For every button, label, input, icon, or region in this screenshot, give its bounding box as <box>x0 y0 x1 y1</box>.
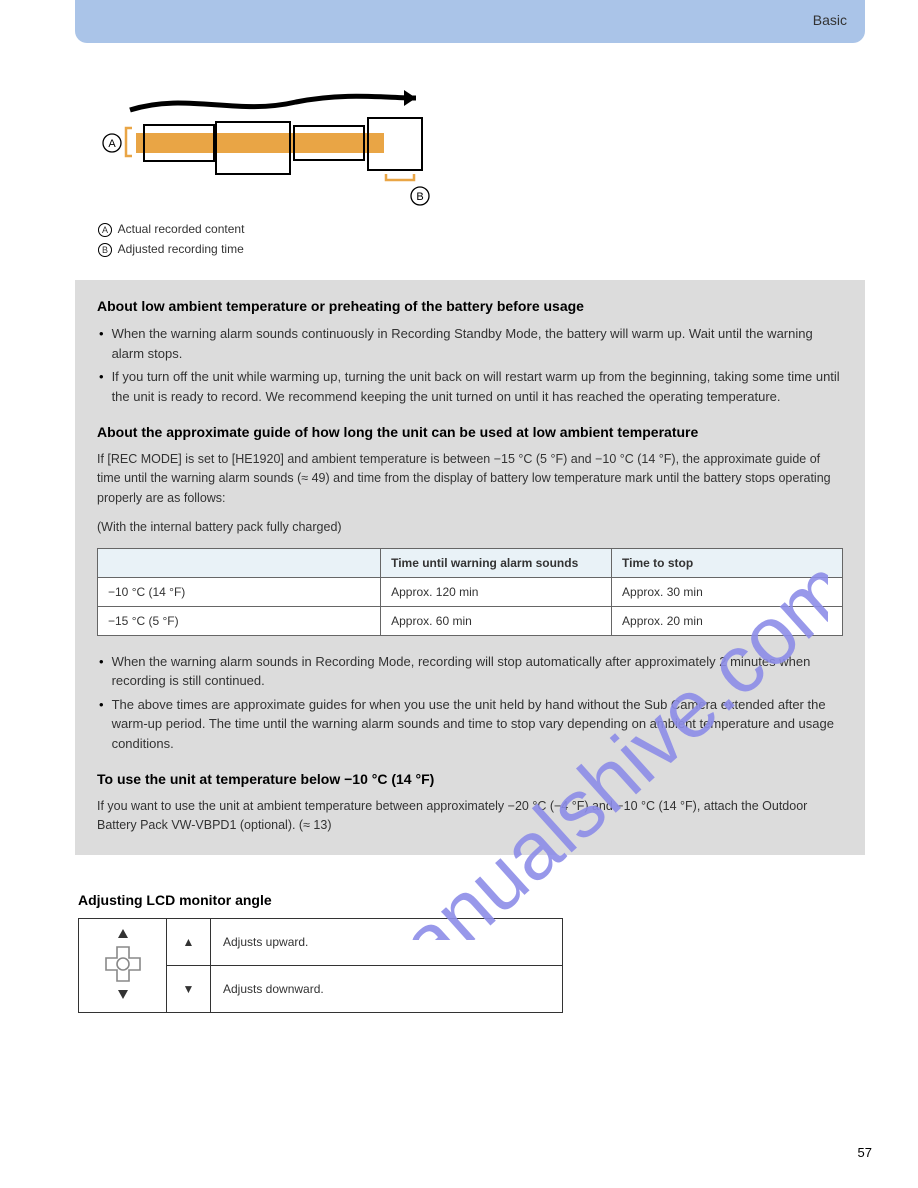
temperature-table: Time until warning alarm sounds Time to … <box>97 548 843 636</box>
para-below-10: If you want to use the unit at ambient t… <box>97 797 843 836</box>
lcd-adjust-table: ▲ Adjusts upward. ▼ Adjusts downward. <box>78 918 563 1013</box>
cell: Approx. 60 min <box>381 606 612 635</box>
post-bullet-1: When the warning alarm sounds in Recordi… <box>112 652 843 691</box>
cell: Approx. 20 min <box>612 606 843 635</box>
cell: Approx. 120 min <box>381 577 612 606</box>
legend-b: B Adjusted recording time <box>98 242 244 257</box>
cell: −10 °C (14 °F) <box>98 577 381 606</box>
legend-a: A Actual recorded content <box>98 222 244 237</box>
table-row: −10 °C (14 °F) Approx. 120 min Approx. 3… <box>98 577 843 606</box>
top-banner: Basic <box>75 0 865 43</box>
down-text: Adjusts downward. <box>211 966 563 1013</box>
heading-low-temp: About low ambient temperature or preheat… <box>97 298 843 314</box>
bullet-warm-1: When the warning alarm sounds continuous… <box>112 324 843 363</box>
recording-diagram: A B <box>96 80 456 220</box>
circle-a-label: A <box>108 138 116 150</box>
banner-label: Basic <box>813 12 847 28</box>
cell: −15 °C (5 °F) <box>98 606 381 635</box>
page-number: 57 <box>858 1145 872 1160</box>
section-lcd-title: Adjusting LCD monitor angle <box>78 892 272 908</box>
dpad-cell <box>79 919 167 1013</box>
circle-b-icon: B <box>98 243 112 257</box>
info-box: About low ambient temperature or preheat… <box>75 280 865 855</box>
circle-b-label: B <box>416 191 423 203</box>
table-row: −15 °C (5 °F) Approx. 60 min Approx. 20 … <box>98 606 843 635</box>
heading-guide: About the approximate guide of how long … <box>97 424 843 440</box>
bullet-warm-2: If you turn off the unit while warming u… <box>112 367 843 406</box>
para-guide: If [REC MODE] is set to [HE1920] and amb… <box>97 450 843 508</box>
dpad-icon <box>94 925 152 1003</box>
note-battery: (With the internal battery pack fully ch… <box>97 518 843 537</box>
th-1: Time until warning alarm sounds <box>381 548 612 577</box>
heading-below-10: To use the unit at temperature below −10… <box>97 771 843 787</box>
post-bullet-2: The above times are approximate guides f… <box>112 695 843 754</box>
legend-b-text: Adjusted recording time <box>118 242 244 256</box>
th-0 <box>98 548 381 577</box>
up-symbol: ▲ <box>167 919 211 966</box>
circle-a-icon: A <box>98 223 112 237</box>
th-2: Time to stop <box>612 548 843 577</box>
down-symbol: ▼ <box>167 966 211 1013</box>
cell: Approx. 30 min <box>612 577 843 606</box>
legend-a-text: Actual recorded content <box>118 222 245 236</box>
up-text: Adjusts upward. <box>211 919 563 966</box>
